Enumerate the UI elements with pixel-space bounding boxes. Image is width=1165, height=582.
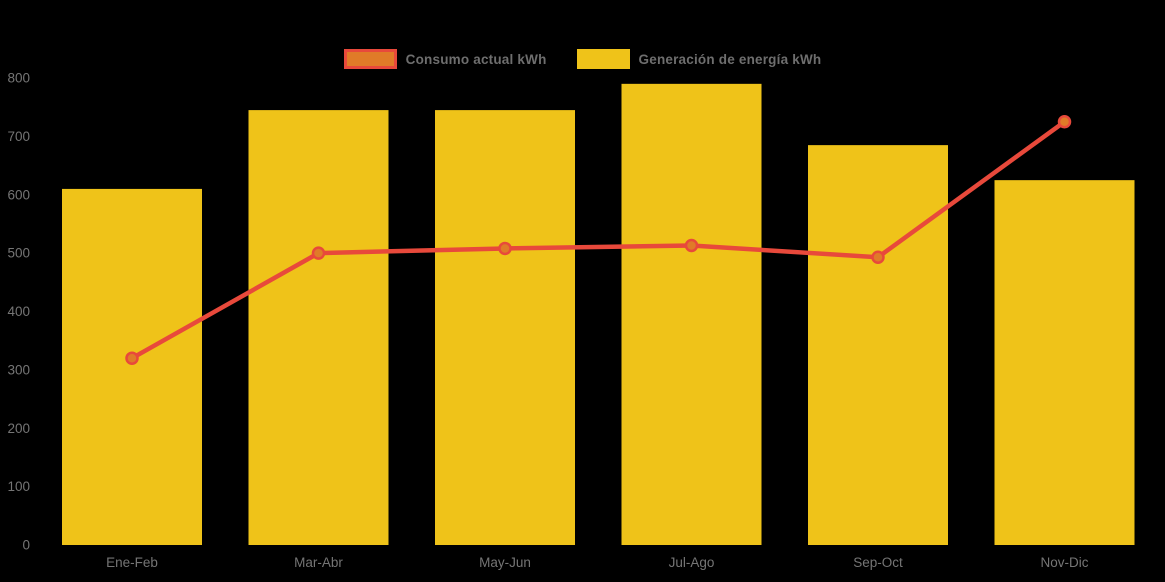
bar-Mar-Abr: [248, 110, 389, 545]
bar-Ene-Feb: [62, 188, 202, 545]
x-axis-label: Mar-Abr: [294, 555, 343, 570]
y-tick-label: 100: [7, 479, 30, 494]
line-point-marker: [311, 246, 326, 260]
bar-Sep-Oct: [808, 145, 948, 545]
line-point-marker: [684, 238, 699, 253]
x-axis-label: May-Jun: [479, 555, 531, 570]
line-point-marker: [871, 250, 885, 264]
y-tick-label: 400: [7, 304, 30, 319]
line-point-marker: [125, 351, 139, 365]
bar-May-Jun: [435, 110, 575, 545]
x-axis-label: Nov-Dic: [1040, 555, 1088, 570]
consumo-line: [129, 119, 1067, 361]
y-tick-label: 300: [7, 362, 30, 377]
y-tick-label: 600: [7, 187, 30, 202]
y-tick-label: 500: [7, 246, 30, 261]
x-axis-label: Sep-Oct: [853, 555, 903, 570]
y-tick-label: 200: [7, 421, 30, 436]
x-axis-label: Jul-Ago: [669, 555, 715, 570]
bar-Nov-Dic: [994, 180, 1135, 545]
line-point-marker: [1057, 115, 1072, 129]
bar-Jul-Ago: [621, 83, 762, 546]
x-axis-label: Ene-Feb: [106, 555, 158, 570]
y-tick-label: 0: [22, 538, 30, 553]
line-point-marker: [498, 241, 512, 256]
y-tick-label: 800: [7, 71, 30, 86]
y-tick-label: 700: [7, 129, 30, 144]
